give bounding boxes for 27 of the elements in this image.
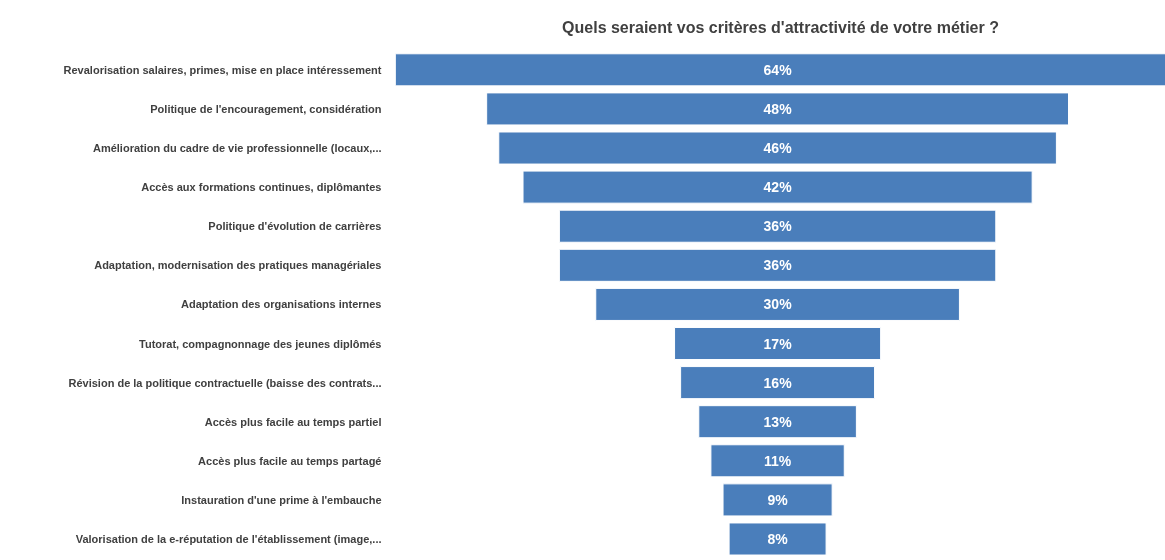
data-label: 17%	[763, 335, 793, 352]
category-label: Révision de la politique contractuelle (baisse des contrats...	[68, 376, 382, 389]
category-label: Adaptation des organisations internes	[181, 298, 382, 311]
text: Quels seraient vos critères d'attractivité de votre métier ?	[562, 18, 999, 36]
data-label: 9%	[767, 491, 789, 508]
category-label: Politique d'évolution de carrières	[208, 220, 382, 233]
category-label: Instauration d'une prime à l'embauche	[181, 493, 382, 506]
category-label: Accès aux formations continues, diplômantes	[141, 181, 382, 194]
category-label: Tutorat, compagnonnage des jeunes diplômés	[139, 337, 382, 350]
data-label: 46%	[763, 140, 793, 157]
category-label: Valorisation de la e-réputation de l'établissement (image,...	[75, 533, 382, 545]
category-label: Amélioration du cadre de vie professionnelle (locaux,...	[92, 142, 382, 155]
data-label: 64%	[763, 61, 793, 78]
category-label: Adaptation, modernisation des pratiques managériales	[94, 259, 382, 272]
data-label: 48%	[763, 100, 793, 117]
data-label: 8%	[767, 531, 789, 547]
data-label: 36%	[763, 218, 793, 235]
category-label: Accès plus facile au temps partagé	[198, 454, 382, 467]
data-label: 36%	[763, 257, 793, 274]
data-label: 42%	[763, 179, 793, 196]
data-label: 11%	[763, 452, 792, 469]
data-label: 13%	[763, 413, 793, 430]
category-label: Revalorisation salaires, primes, mise en place intéressement	[63, 63, 382, 76]
category-label: Accès plus facile au temps partiel	[204, 415, 382, 428]
category-label: Politique de l'encouragement, considération	[150, 102, 382, 115]
data-label: 30%	[763, 296, 793, 313]
data-label: 16%	[763, 374, 793, 391]
